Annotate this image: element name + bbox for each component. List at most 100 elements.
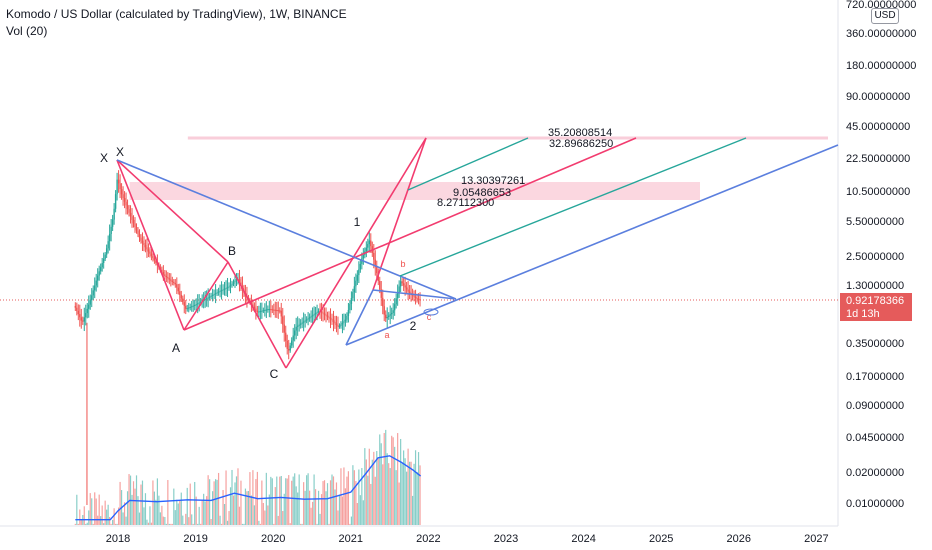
candle-body xyxy=(270,309,272,311)
volume-bar xyxy=(397,433,399,525)
price-tick-label: 90.00000000 xyxy=(846,91,910,103)
price-tick-label: 360.00000000 xyxy=(846,28,916,40)
volume-bar xyxy=(253,505,255,525)
volume-bar xyxy=(273,523,275,525)
volume-bar xyxy=(374,476,376,525)
candle-body xyxy=(92,290,94,296)
candle-body xyxy=(344,319,347,322)
volume-bar xyxy=(259,523,261,525)
volume-bar xyxy=(140,484,142,525)
candle-body xyxy=(89,300,91,305)
candle-body xyxy=(114,194,117,209)
volume-bar xyxy=(416,471,418,525)
candle-body xyxy=(177,287,179,292)
candle-body xyxy=(301,322,303,324)
candle-body xyxy=(232,282,235,284)
price-tick-label: 0.02000000 xyxy=(846,467,904,479)
volume-bar xyxy=(212,491,214,525)
volume-bar xyxy=(394,446,396,525)
volume-bar xyxy=(86,522,88,525)
volume-bar xyxy=(385,429,387,525)
volume-bar xyxy=(198,506,200,525)
volume-bar xyxy=(191,514,193,525)
volume-bar xyxy=(391,435,393,525)
volume-bar xyxy=(116,523,118,525)
point-c-marker xyxy=(423,308,439,316)
candle-body xyxy=(167,277,169,279)
candle-body xyxy=(199,301,202,303)
volume-bar xyxy=(79,509,81,525)
pattern-leg-bc xyxy=(227,261,287,369)
volume-bar xyxy=(174,510,176,525)
candle-body xyxy=(132,219,135,224)
candle-body xyxy=(204,299,206,301)
trend-support-line xyxy=(345,144,839,346)
candle-body xyxy=(316,312,318,314)
volume-bar xyxy=(132,481,135,525)
candle-body xyxy=(385,314,387,319)
volume-bar xyxy=(377,458,379,525)
volume-bar xyxy=(386,453,388,525)
volume-bar xyxy=(92,523,94,525)
volume-bar xyxy=(411,495,414,525)
candle-body xyxy=(171,280,174,282)
candle-body xyxy=(298,324,300,326)
currency-button[interactable]: USD xyxy=(871,8,899,24)
candle-body xyxy=(267,309,269,311)
volume-bar xyxy=(235,476,238,525)
volume-bar xyxy=(300,523,302,525)
volume-bar xyxy=(210,518,212,525)
candle-body xyxy=(179,291,181,295)
volume-bar xyxy=(222,490,224,525)
candle-body xyxy=(153,258,156,261)
volume-bar xyxy=(274,487,276,525)
candle-body xyxy=(182,298,184,303)
volume-bar xyxy=(238,506,241,525)
candle-body xyxy=(217,291,220,293)
candle-body xyxy=(335,323,338,326)
volume-bar xyxy=(209,479,211,525)
candle-body xyxy=(219,290,221,292)
candle-body xyxy=(105,248,108,255)
candle-body xyxy=(398,286,400,293)
candle-body xyxy=(255,308,257,311)
candle-body xyxy=(216,292,218,294)
volume-bar xyxy=(320,494,323,525)
volume-bar xyxy=(350,516,352,525)
volume-bar xyxy=(255,479,257,525)
candle-body xyxy=(135,226,138,231)
volume-bar xyxy=(338,494,341,525)
volume-bar xyxy=(379,434,381,525)
candle-body xyxy=(332,320,335,322)
price-tick-label: 10.50000000 xyxy=(846,186,910,198)
volume-bar xyxy=(268,494,270,525)
volume-bar xyxy=(335,482,338,525)
volume-bar xyxy=(237,468,239,525)
candle-body xyxy=(102,258,105,263)
candle-body xyxy=(353,286,356,293)
level-label: 9.05486653 xyxy=(453,187,511,199)
candle-body xyxy=(350,298,353,305)
candle-body xyxy=(220,290,223,292)
volume-bar xyxy=(313,474,315,525)
volume-bar xyxy=(137,496,139,525)
candle-body xyxy=(343,321,345,323)
candle-body xyxy=(143,242,145,246)
time-tick-label: 2021 xyxy=(339,533,363,545)
volume-bar xyxy=(309,490,311,525)
candle-body xyxy=(358,269,360,276)
candle-body xyxy=(108,233,111,242)
candle-body xyxy=(373,252,375,260)
candle-body xyxy=(273,309,275,311)
candle-body xyxy=(110,226,112,234)
candle-body xyxy=(186,308,188,310)
volume-bar xyxy=(343,467,345,525)
volume-bar xyxy=(216,479,218,525)
volume-bar xyxy=(400,438,402,525)
candle-body xyxy=(293,330,296,336)
candle-body xyxy=(340,324,342,326)
candle-body xyxy=(331,318,333,321)
pattern-point-label: 2 xyxy=(410,319,417,333)
candle-body xyxy=(213,294,215,296)
